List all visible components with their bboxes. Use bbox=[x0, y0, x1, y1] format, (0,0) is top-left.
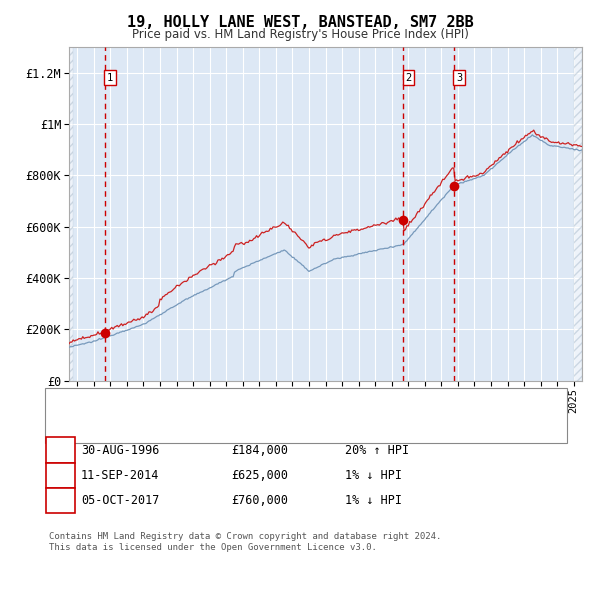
Text: 19, HOLLY LANE WEST, BANSTEAD, SM7 2BB: 19, HOLLY LANE WEST, BANSTEAD, SM7 2BB bbox=[127, 15, 473, 30]
Bar bbox=[574, 47, 582, 381]
Text: 30-AUG-1996: 30-AUG-1996 bbox=[81, 444, 160, 457]
Text: 1% ↓ HPI: 1% ↓ HPI bbox=[345, 469, 402, 482]
Text: 11-SEP-2014: 11-SEP-2014 bbox=[81, 469, 160, 482]
Text: £760,000: £760,000 bbox=[231, 494, 288, 507]
Text: 3: 3 bbox=[456, 73, 462, 83]
Bar bbox=[69, 47, 73, 381]
Text: 1: 1 bbox=[57, 444, 64, 457]
Text: 1% ↓ HPI: 1% ↓ HPI bbox=[345, 494, 402, 507]
Text: 3: 3 bbox=[57, 494, 64, 507]
Text: £184,000: £184,000 bbox=[231, 444, 288, 457]
Text: 1: 1 bbox=[107, 73, 113, 83]
Text: 19, HOLLY LANE WEST, BANSTEAD, SM7 2BB (detached house): 19, HOLLY LANE WEST, BANSTEAD, SM7 2BB (… bbox=[101, 397, 445, 407]
Text: HPI: Average price, detached house, Reigate and Banstead: HPI: Average price, detached house, Reig… bbox=[101, 414, 451, 423]
Text: 2: 2 bbox=[406, 73, 412, 83]
Text: £625,000: £625,000 bbox=[231, 469, 288, 482]
Text: Contains HM Land Registry data © Crown copyright and database right 2024.
This d: Contains HM Land Registry data © Crown c… bbox=[49, 532, 442, 552]
Text: 05-OCT-2017: 05-OCT-2017 bbox=[81, 494, 160, 507]
Text: 20% ↑ HPI: 20% ↑ HPI bbox=[345, 444, 409, 457]
Text: 2: 2 bbox=[57, 469, 64, 482]
Text: Price paid vs. HM Land Registry's House Price Index (HPI): Price paid vs. HM Land Registry's House … bbox=[131, 28, 469, 41]
